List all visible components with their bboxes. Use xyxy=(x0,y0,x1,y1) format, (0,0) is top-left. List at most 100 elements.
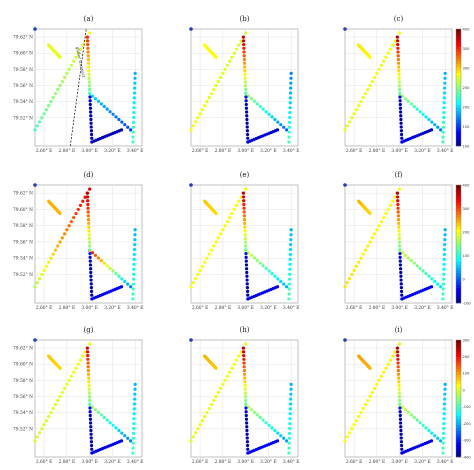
data-point xyxy=(399,110,403,114)
data-point xyxy=(350,427,354,431)
data-point xyxy=(86,42,90,47)
data-point xyxy=(285,285,289,289)
colorbar-segment xyxy=(456,199,461,203)
colorbar-segment xyxy=(456,87,461,91)
data-point xyxy=(196,272,200,277)
data-point xyxy=(209,248,214,252)
data-point xyxy=(242,202,246,207)
x-tick-label: 2.80° E xyxy=(215,149,232,154)
data-point xyxy=(209,402,214,407)
data-point xyxy=(131,451,135,455)
data-point xyxy=(261,418,265,422)
data-point xyxy=(398,187,402,191)
data-point xyxy=(81,43,85,47)
colorbar-segment xyxy=(456,122,461,126)
data-point xyxy=(237,354,241,358)
data-point xyxy=(398,255,402,259)
data-point xyxy=(35,281,39,285)
data-point xyxy=(87,240,92,244)
data-point xyxy=(67,224,71,228)
data-point xyxy=(42,423,46,427)
data-point xyxy=(114,426,118,430)
data-point xyxy=(87,225,91,229)
data-point xyxy=(441,277,446,281)
data-point xyxy=(132,412,136,416)
data-point xyxy=(58,366,62,370)
data-point xyxy=(212,244,216,248)
x-tick-label: 2.60° E xyxy=(192,306,209,311)
data-point xyxy=(397,380,401,384)
colorbar-segment xyxy=(456,84,461,88)
data-point xyxy=(396,54,400,58)
data-point xyxy=(399,274,403,278)
data-point xyxy=(243,383,247,388)
data-point xyxy=(386,207,390,212)
data-point xyxy=(216,390,220,395)
data-point xyxy=(279,434,283,438)
data-point xyxy=(205,100,209,104)
data-point xyxy=(47,104,51,108)
data-point xyxy=(87,376,91,380)
data-point xyxy=(114,272,118,276)
data-point xyxy=(243,65,247,69)
data-point xyxy=(133,397,137,401)
data-point xyxy=(131,130,135,134)
data-point xyxy=(372,232,377,236)
data-point xyxy=(89,278,93,282)
data-point xyxy=(255,102,259,106)
data-point xyxy=(399,428,403,433)
data-point xyxy=(33,285,37,289)
data-point xyxy=(396,214,400,218)
data-point xyxy=(196,427,200,431)
colorbar-segment xyxy=(456,81,461,85)
colorbar-segment xyxy=(456,43,461,47)
data-point xyxy=(90,94,95,98)
data-point xyxy=(123,434,127,438)
station-marker xyxy=(343,183,347,187)
colorbar-segment xyxy=(456,340,461,344)
data-point xyxy=(49,411,53,415)
data-point xyxy=(398,106,403,110)
data-point xyxy=(246,293,250,297)
data-point xyxy=(270,272,274,276)
data-point xyxy=(242,57,246,62)
colorbar-segment xyxy=(456,270,461,274)
data-point xyxy=(245,270,249,275)
data-point xyxy=(398,263,403,267)
data-point xyxy=(244,263,249,267)
data-point xyxy=(366,87,370,92)
data-point xyxy=(132,101,136,105)
data-point xyxy=(244,406,248,410)
data-point xyxy=(47,260,51,264)
data-point xyxy=(406,256,411,260)
data-point xyxy=(370,79,374,84)
data-point xyxy=(243,69,247,73)
data-point xyxy=(87,395,92,399)
data-point xyxy=(37,120,42,124)
data-point xyxy=(398,410,402,414)
data-point xyxy=(133,392,137,396)
data-point xyxy=(379,220,384,224)
data-point xyxy=(245,421,249,425)
colorbar-segment xyxy=(456,255,461,260)
data-point xyxy=(44,419,48,423)
data-point xyxy=(406,410,411,414)
colorbar-segment xyxy=(456,90,461,94)
data-point xyxy=(418,266,422,271)
y-tick-label: 79.58° N xyxy=(13,379,33,384)
data-point xyxy=(398,244,402,248)
data-point xyxy=(288,272,292,276)
data-point xyxy=(132,417,136,421)
data-point xyxy=(354,419,358,423)
data-point xyxy=(90,136,94,140)
data-point xyxy=(386,51,390,55)
colorbar-segment xyxy=(456,238,461,242)
data-point xyxy=(47,415,51,419)
data-point xyxy=(86,372,91,376)
colorbar-segment xyxy=(456,392,461,396)
data-point xyxy=(442,106,446,110)
data-point xyxy=(357,104,361,108)
data-point xyxy=(111,269,115,273)
colorbar-segment xyxy=(456,67,461,71)
